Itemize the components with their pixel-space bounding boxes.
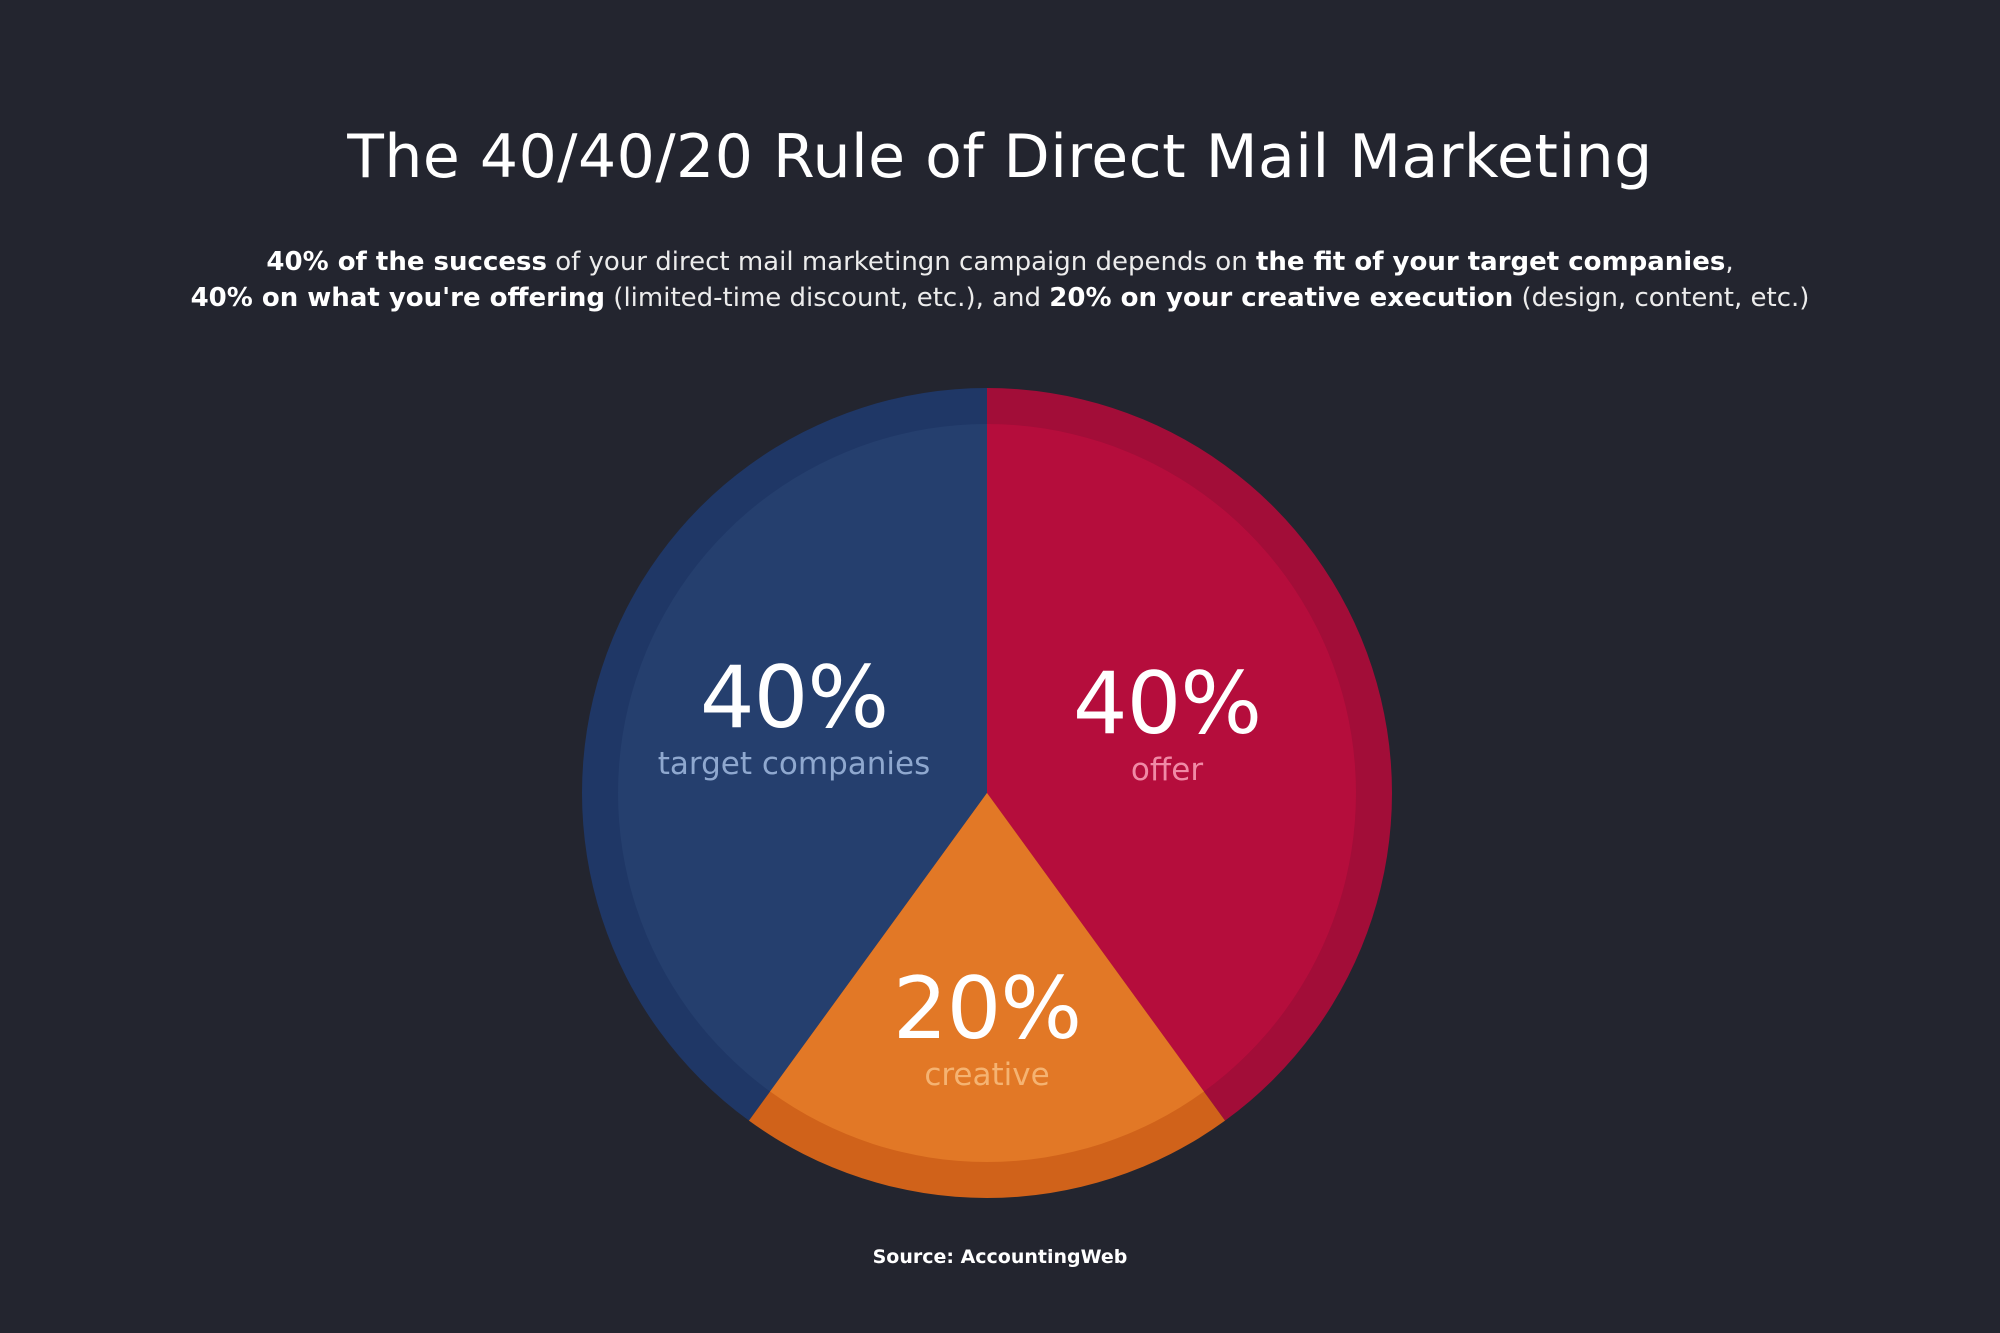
subtitle-text: (design, content, etc.) [1513,283,1810,313]
percent-value: 40% [1072,654,1262,754]
label-target-companies: 40% target companies [594,650,994,782]
label-creative: 20% creative [787,961,1187,1093]
chart-subtitle: 40% of the success of your direct mail m… [0,244,2000,316]
slice-offer [987,388,1392,1121]
subtitle-text: , [1725,247,1734,277]
slice-name: offer [1130,752,1204,788]
slice-name: target companies [657,746,931,782]
subtitle-emphasis: 40% of the success [266,247,547,277]
subtitle-emphasis: 20% on your creative execution [1049,283,1514,313]
slice-creative [748,793,1226,1198]
slice-target-companies [582,388,987,1121]
label-offer: 40% offer [967,656,1367,788]
subtitle-text: (limited-time discount, etc.), and [605,283,1050,313]
percent-value: 40% [699,648,889,748]
chart-title: The 40/40/20 Rule of Direct Mail Marketi… [347,122,1653,192]
slice-name: creative [924,1057,1050,1093]
subtitle-line-1: 40% of the success of your direct mail m… [0,244,2000,280]
subtitle-emphasis: the fit of your target companies [1255,247,1726,277]
percent-value: 20% [892,959,1082,1059]
subtitle-text: of your direct mail marketingn campaign … [546,247,1256,277]
subtitle-emphasis: 40% on what you're offering [190,283,606,313]
source-note: Source: AccountingWeb [872,1246,1128,1268]
subtitle-line-2: 40% on what you're offering (limited-tim… [0,280,2000,316]
